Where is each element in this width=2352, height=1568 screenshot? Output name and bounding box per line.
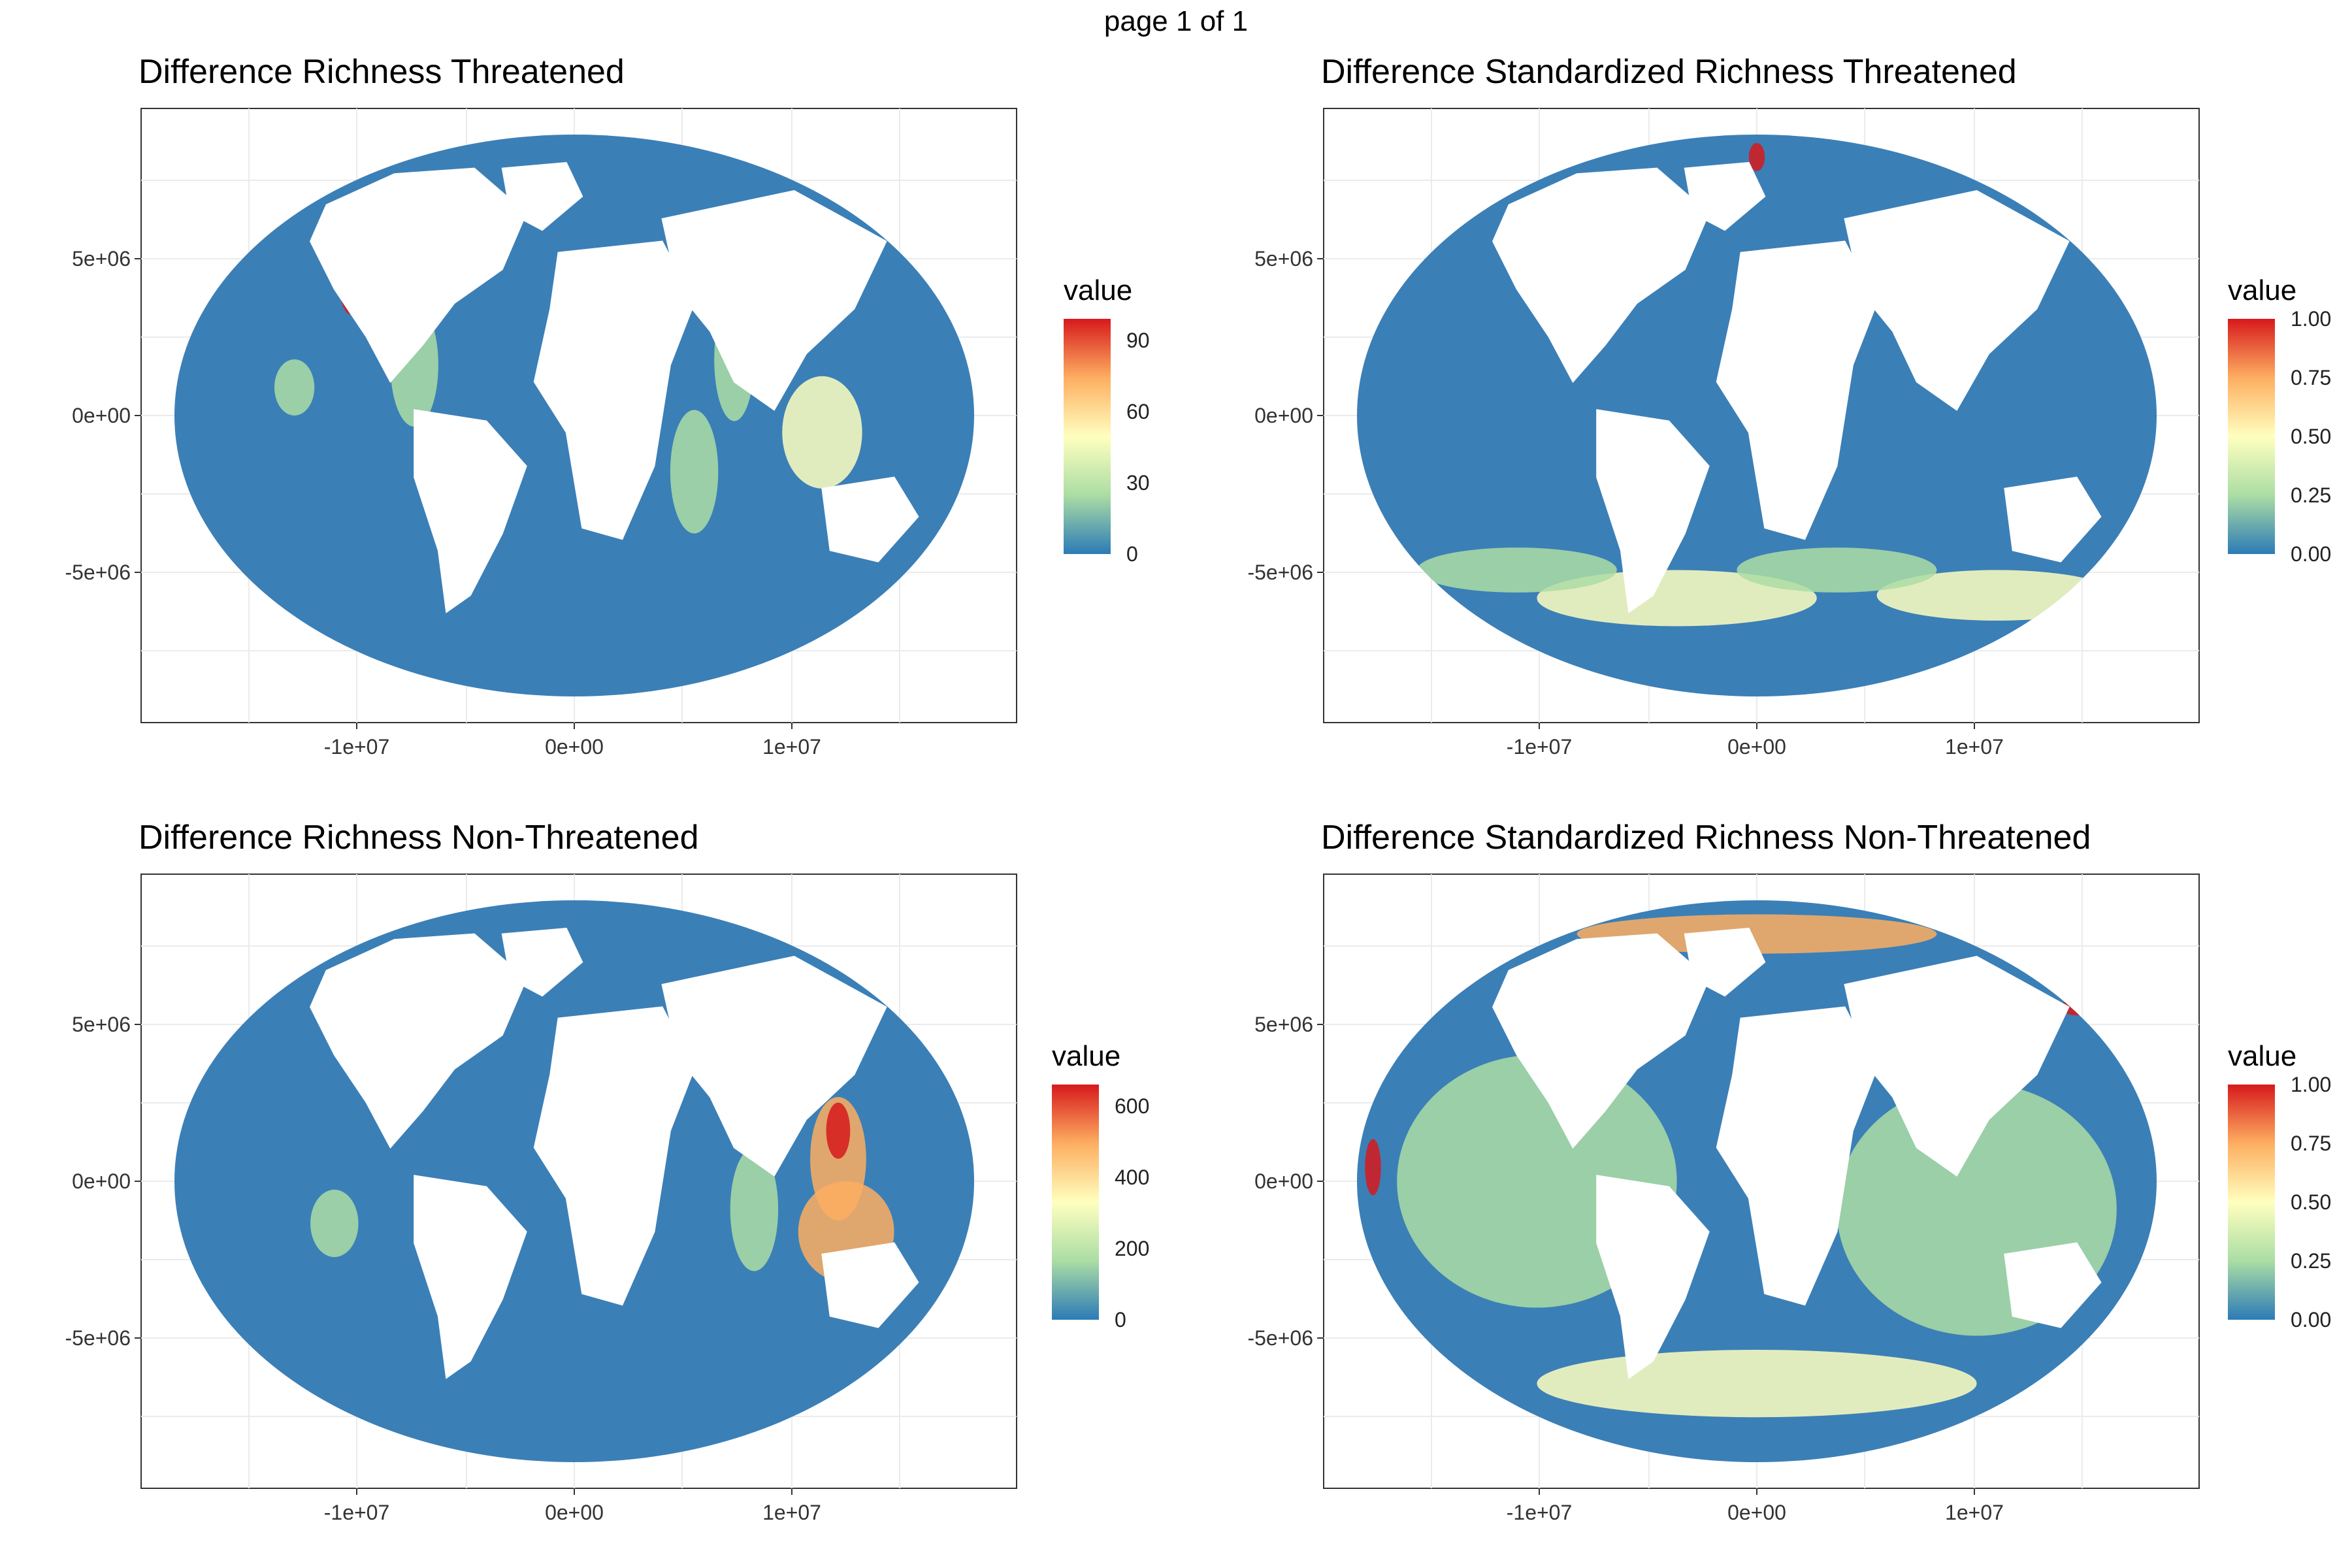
x-tick-label: -1e+07 <box>1507 1501 1573 1524</box>
panel-3-title: Difference Richness Non-Threatened <box>139 819 699 857</box>
y-tick-label: 5e+06 <box>72 247 131 270</box>
ocean-value-patch <box>310 1189 359 1258</box>
land-mass <box>414 1175 527 1379</box>
page-label: page 1 of 1 <box>1103 5 1249 37</box>
ocean-value-patch <box>782 376 862 489</box>
y-tick-label: 5e+06 <box>1254 247 1313 270</box>
legend-tick-label: 0.00 <box>2291 542 2332 566</box>
ocean-value-patch <box>670 410 719 534</box>
land-mass <box>661 189 887 411</box>
panel-4-title: Difference Standardized Richness Non-Thr… <box>1321 819 2091 857</box>
ocean-value-patch <box>1737 547 1937 593</box>
legend-tick-label: 30 <box>1126 470 1150 495</box>
y-tick-label: 0e+00 <box>72 404 131 427</box>
land-mass <box>501 161 583 231</box>
land-mass <box>821 476 919 563</box>
legend-tick-label: 0.75 <box>2291 1132 2332 1155</box>
x-tick-label: 0e+00 <box>1727 1501 1786 1524</box>
legend-tick-label: 0 <box>1126 542 1138 566</box>
land-mass <box>1844 189 2070 411</box>
legend-1-title: value <box>1064 274 1133 306</box>
x-tick-label: 1e+07 <box>762 735 821 759</box>
x-tick-label: 1e+07 <box>1945 735 2004 759</box>
land-mass <box>501 927 583 997</box>
x-tick-label: 0e+00 <box>545 735 604 759</box>
panel-1-title: Difference Richness Threatened <box>139 53 625 91</box>
ocean-value-patch <box>274 359 315 416</box>
x-tick-label: -1e+07 <box>324 1501 390 1524</box>
map-panel-2: -1e+07 0e+00 1e+07 5e+06 0e+00 -5e+06 <box>1247 108 2200 759</box>
ocean-value-patch <box>1537 570 1817 627</box>
land-mass <box>1596 1175 1710 1379</box>
ocean-value-patch <box>1416 547 1617 593</box>
y-tick-label: 5e+06 <box>72 1013 131 1036</box>
x-tick-label: 0e+00 <box>545 1501 604 1524</box>
land-mass <box>1684 927 1766 997</box>
panel-2-title: Difference Standardized Richness Threate… <box>1321 53 2017 91</box>
legend-tick-label: 0.50 <box>2291 1190 2332 1214</box>
land-mass <box>2004 476 2102 563</box>
y-tick-label: -5e+06 <box>65 1326 131 1350</box>
x-tick-label: 1e+07 <box>762 1501 821 1524</box>
legend-tick-label: 1.00 <box>2291 307 2332 331</box>
legend-tick-label: 0.75 <box>2291 366 2332 389</box>
y-tick-label: -5e+06 <box>65 561 131 584</box>
x-tick-label: 1e+07 <box>1945 1501 2004 1524</box>
y-tick-label: 0e+00 <box>72 1169 131 1193</box>
legend-tick-label: 1.00 <box>2291 1073 2332 1096</box>
x-tick-label: -1e+07 <box>1507 735 1573 759</box>
legend-1-colorbar <box>1064 319 1111 554</box>
land-mass <box>821 1242 919 1328</box>
ocean-value-patch <box>826 1102 851 1159</box>
y-tick-label: 5e+06 <box>1254 1013 1313 1036</box>
ocean-value-patch <box>1537 1350 1977 1418</box>
ocean-value-patch <box>730 1147 779 1271</box>
legend-tick-label: 0.25 <box>2291 1249 2332 1273</box>
legend-tick-label: 200 <box>1115 1236 1150 1260</box>
land-mass <box>661 955 887 1177</box>
legend-4-title: value <box>2228 1040 2297 1072</box>
land-mass <box>309 167 527 384</box>
legend-tick-label: 60 <box>1126 399 1150 423</box>
legend-2-title: value <box>2228 274 2297 306</box>
land-mass <box>1596 409 1710 613</box>
legend-tick-label: 400 <box>1115 1165 1150 1189</box>
map-panel-4: -1e+07 0e+00 1e+07 5e+06 0e+00 -5e+06 <box>1247 874 2200 1524</box>
legend-tick-label: 0.50 <box>2291 425 2332 448</box>
map-panel-1: -1e+07 0e+00 1e+07 5e+06 0e+00 -5e+06 <box>65 108 1017 759</box>
x-tick-label: -1e+07 <box>324 735 390 759</box>
land-mass <box>1492 933 1710 1149</box>
land-mass <box>1492 167 1710 384</box>
land-mass <box>2004 1242 2102 1328</box>
land-mass <box>414 409 527 613</box>
legend-tick-label: 0 <box>1115 1308 1126 1331</box>
y-tick-label: 0e+00 <box>1254 1169 1313 1193</box>
land-mass <box>1684 161 1766 231</box>
legend-tick-label: 600 <box>1115 1094 1150 1118</box>
x-tick-label: 0e+00 <box>1727 735 1786 759</box>
legend-tick-label: 90 <box>1126 328 1150 352</box>
legend-4-colorbar <box>2228 1085 2275 1320</box>
ocean-value-patch <box>1365 1139 1381 1196</box>
legend-tick-label: 0.25 <box>2291 483 2332 507</box>
legend-3-title: value <box>1052 1040 1121 1072</box>
legend-2-colorbar <box>2228 319 2275 554</box>
y-tick-label: -5e+06 <box>1247 561 1313 584</box>
ocean-value-patch <box>1748 142 1765 171</box>
y-tick-label: 0e+00 <box>1254 404 1313 427</box>
land-mass <box>309 933 527 1149</box>
map-panel-3: -1e+07 0e+00 1e+07 5e+06 0e+00 -5e+06 <box>65 874 1017 1524</box>
legend-3-colorbar <box>1052 1085 1099 1320</box>
land-mass <box>1844 955 2070 1177</box>
y-tick-label: -5e+06 <box>1247 1326 1313 1350</box>
legend-tick-label: 0.00 <box>2291 1308 2332 1331</box>
